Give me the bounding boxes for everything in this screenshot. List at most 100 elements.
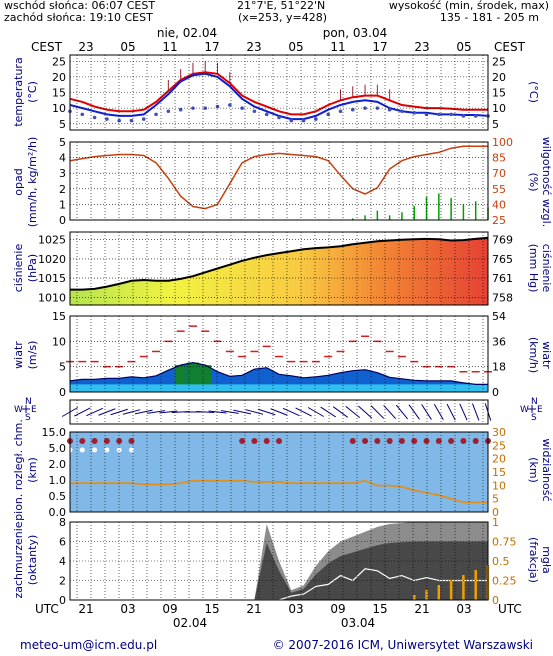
wind-right-label: wiatr [540, 341, 553, 369]
y-tick-left: 1025 [38, 234, 66, 247]
precip-right-unit: (%) [527, 172, 540, 191]
dewpoint-dot [92, 115, 97, 120]
y-tick-right: 0 [492, 506, 499, 519]
dewpoint-dot [301, 118, 306, 123]
sunset-text: zachód słońca: 19:10 CEST [4, 11, 153, 24]
wind-direction-arrow [320, 406, 336, 418]
cloudbase-dot [398, 438, 405, 444]
sunrise-text: wschód słońca: 06:07 CEST [4, 0, 156, 12]
y-tick-right: 0.25 [492, 575, 517, 588]
svg-text:W: W [520, 405, 529, 415]
cloudbase-dot [128, 438, 135, 444]
top-hour-label: 17 [204, 40, 219, 54]
y-tick-right: 55 [492, 183, 506, 196]
wind-direction-arrow [446, 403, 456, 421]
wind-direction-arrow [134, 409, 153, 415]
y-tick-right: 10 [492, 102, 506, 115]
cloudbase-dot [460, 438, 467, 444]
dewpoint-dot [228, 103, 232, 107]
dewpoint-dot [437, 112, 441, 117]
wind-direction-arrow [472, 403, 480, 421]
pressure-line [70, 236, 489, 291]
y-tick-right: 0 [492, 386, 499, 399]
panel-frame [69, 399, 489, 425]
dewpoint-dot [387, 107, 392, 112]
dewpoint-dot [166, 109, 171, 114]
y-tick-left: 4 [59, 555, 66, 568]
dewpoint-dot [129, 118, 134, 123]
y-tick-left: 1020 [38, 253, 66, 266]
cloudbase-dot [374, 438, 381, 444]
bottom-hour-label: 09 [162, 602, 177, 616]
y-tick-right: 100 [492, 136, 513, 149]
top-tz-right: CEST [494, 40, 526, 54]
dewpoint-dot [178, 107, 183, 112]
temp-right-unit: (°C) [527, 81, 540, 103]
bottom-hour-label: 03 [120, 602, 135, 616]
wind-direction-arrow [220, 410, 239, 414]
y-tick-left: 8 [59, 516, 66, 529]
top-day-2: pon, 03.04 [323, 26, 388, 40]
y-tick-left: 2.0 [49, 458, 67, 471]
cloudbase-dot [423, 438, 430, 444]
wind-direction-arrow [86, 407, 104, 417]
svg-text:S: S [531, 413, 537, 423]
wind-direction-arrow [282, 407, 300, 417]
bottom-day-1: 02.04 [173, 616, 207, 630]
y-tick-right: 10 [492, 479, 506, 492]
y-tick-right: 40 [492, 198, 506, 211]
cloud-right-unit: (frakcja) [527, 537, 540, 583]
y-tick-right: 36 [492, 335, 506, 348]
cloudbase-dot [435, 438, 442, 444]
dewpoint-dot [154, 112, 158, 117]
visibility-dot [92, 447, 98, 453]
dewpoint-dot [350, 107, 355, 112]
wind-direction-arrow [433, 403, 444, 421]
y-tick-right: 765 [492, 253, 513, 266]
svg-text:W: W [14, 405, 23, 415]
y-tick-right: 15 [492, 466, 506, 479]
footer-copyright: © 2007-2016 ICM, Uniwersytet Warszawski [273, 638, 533, 652]
y-tick-right: 761 [492, 272, 513, 285]
wind-direction-arrow [395, 404, 408, 420]
bottom-hour-label: 21 [414, 602, 429, 616]
wind-direction-arrow [122, 409, 141, 415]
bottom-hour-label: 09 [330, 602, 345, 616]
wind-direction-arrow [98, 408, 116, 416]
vis-left-unit: (km) [26, 457, 39, 483]
cloud-right-label: mgła [540, 546, 553, 574]
vis-right-unit: (km) [527, 457, 540, 483]
cloudbase-dot [251, 438, 258, 444]
press-right-label: ciśnienie [540, 244, 553, 293]
wind-direction-arrow [208, 410, 227, 414]
top-day-1: nie, 02.04 [157, 26, 217, 40]
dewpoint-dot [105, 117, 109, 121]
bottom-hour-label: 21 [78, 602, 93, 616]
y-tick-right: 15 [492, 87, 506, 100]
bottom-hour-label: 21 [246, 602, 261, 616]
wind-direction-arrow [245, 409, 264, 415]
y-tick-right: 0 [492, 594, 499, 607]
altitude-title: wysokość (min, środek, max) [388, 0, 549, 12]
dewpoint-dot [461, 114, 466, 118]
y-tick-right: 769 [492, 234, 513, 247]
footer-email[interactable]: meteo-um@icm.edu.pl [20, 638, 157, 652]
vis-left-label: pion. rozległ. chm. [12, 419, 25, 521]
y-tick-left: 25 [52, 55, 66, 68]
bottom-hour-label: 03 [456, 602, 471, 616]
bottom-hour-label: 03 [288, 602, 303, 616]
visibility-background [70, 432, 488, 512]
y-tick-right: 5 [492, 493, 499, 506]
cloudbase-dot [79, 438, 86, 444]
y-tick-left: 0.0 [49, 506, 67, 519]
wind-direction-arrow [408, 404, 420, 420]
wind-direction-arrow [257, 408, 276, 416]
bottom-day-2: 03.04 [341, 616, 375, 630]
y-tick-left: 10 [52, 102, 66, 115]
y-tick-left: 6 [59, 536, 66, 549]
wind-direction-arrow [345, 405, 361, 419]
press-right-unit: (mm Hg) [527, 244, 540, 293]
svg-text:E: E [537, 405, 543, 415]
y-tick-right: 5 [492, 118, 499, 131]
